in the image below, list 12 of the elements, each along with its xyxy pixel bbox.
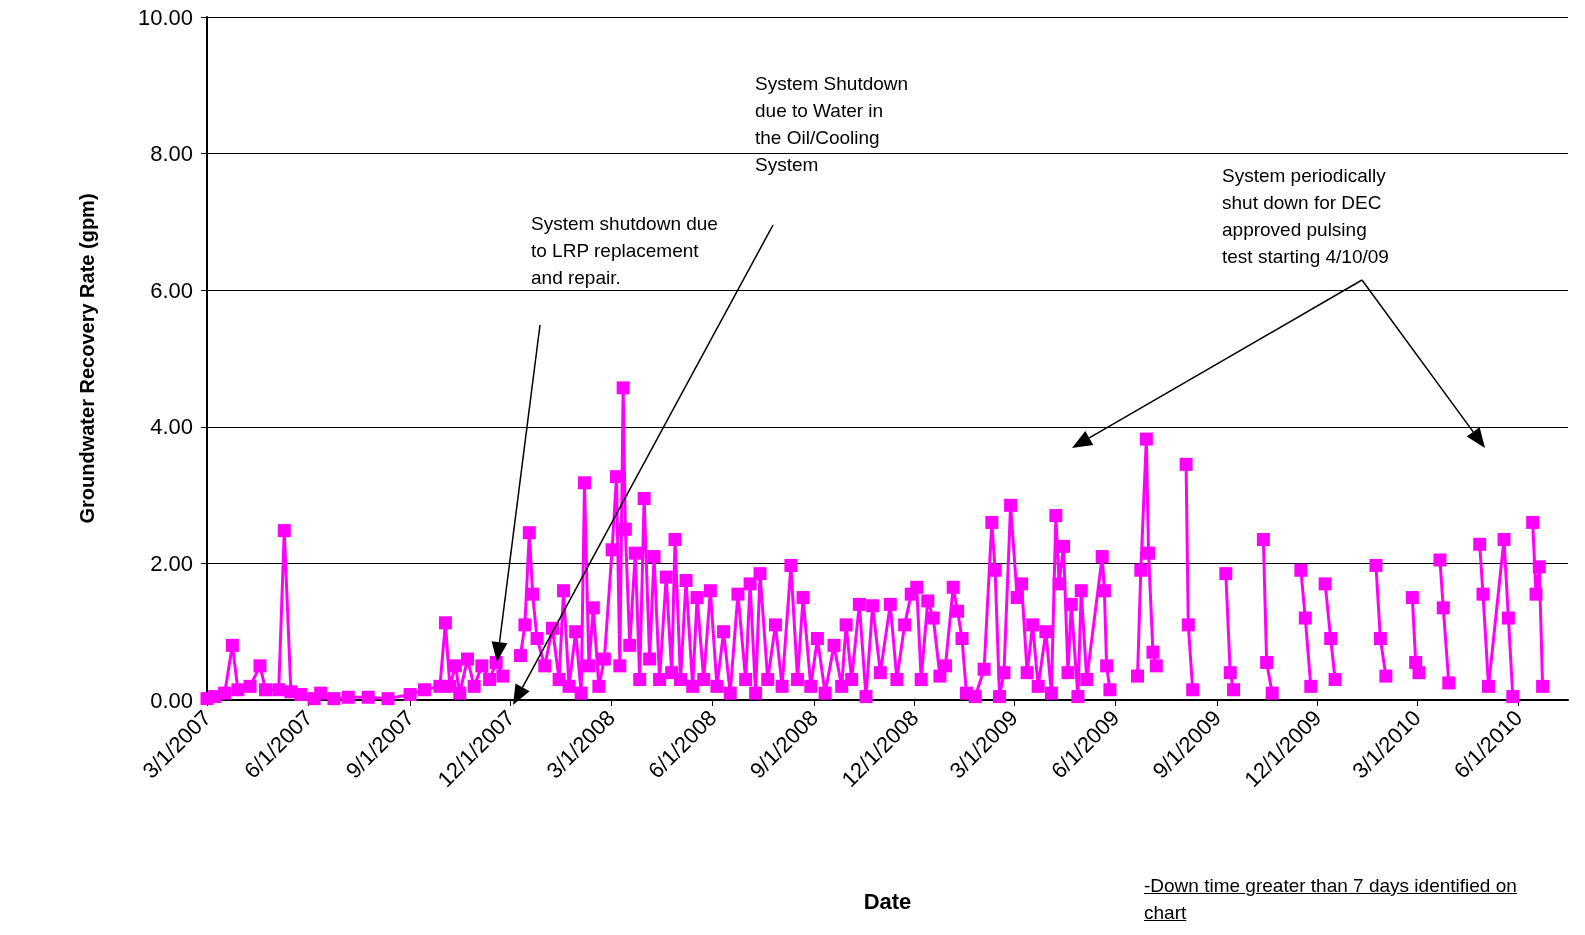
y-tick-label: 4.00 <box>150 414 193 440</box>
text: -Down time greater than 7 days identified on chart <box>1144 874 1517 925</box>
x-axis-title: Date <box>863 888 912 914</box>
y-tick-label: 6.00 <box>150 277 193 303</box>
annotation: System Shutdown due to Water in the Oil/Cooling System <box>755 72 909 177</box>
annotation: System periodically shut down for DEC approved pulsing test starting 4/10/09 <box>1222 164 1389 269</box>
y-axis-title: Groundwater Recovery Rate (gpm) <box>76 193 98 524</box>
y-tick-label: 8.00 <box>150 141 193 167</box>
y-tick-label: 2.00 <box>150 550 193 576</box>
y-tick-label: 0.00 <box>150 687 193 713</box>
annotation: System shutdown due to LRP replacement and repair. <box>531 212 718 290</box>
y-tick-label: 10.00 <box>137 4 193 30</box>
